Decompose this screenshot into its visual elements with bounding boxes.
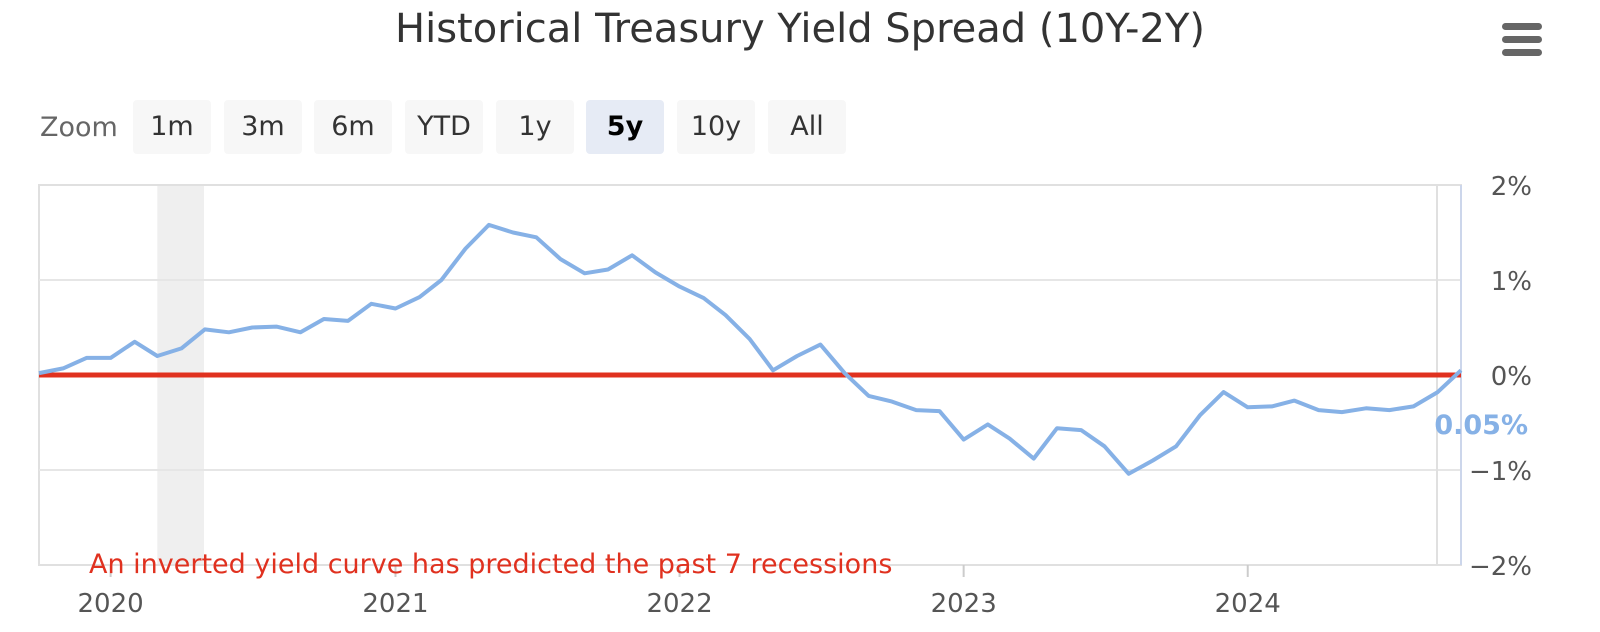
x-tick-label: 2020 [78,589,144,619]
spread-series-line [38,222,1463,476]
y-tick-label: 1% [1491,267,1532,297]
y-tick-label: 2% [1491,172,1532,202]
zoom-button-ytd[interactable]: YTD [405,100,483,154]
y-tick-label: −2% [1469,552,1532,582]
last-value-label: 0.05% [1434,410,1528,441]
zoom-button-3m[interactable]: 3m [224,100,302,154]
chart-title: Historical Treasury Yield Spread (10Y-2Y… [395,6,1205,52]
zoom-label: Zoom [40,112,118,143]
y-tick-label: −1% [1469,457,1532,487]
x-tick-label: 2021 [362,589,428,619]
chart-annotation: An inverted yield curve has predicted th… [89,549,892,580]
y-tick-label: 0% [1491,362,1532,392]
zoom-button-6m[interactable]: 6m [314,100,392,154]
hamburger-menu-icon[interactable] [1500,20,1544,60]
zoom-button-5y[interactable]: 5y [586,100,664,154]
x-tick-label: 2023 [931,589,997,619]
x-tick-label: 2022 [646,589,712,619]
x-tick-label: 2024 [1215,589,1281,619]
zoom-button-1y[interactable]: 1y [496,100,574,154]
zoom-button-1m[interactable]: 1m [133,100,211,154]
zoom-button-10y[interactable]: 10y [677,100,755,154]
zoom-button-all[interactable]: All [768,100,846,154]
